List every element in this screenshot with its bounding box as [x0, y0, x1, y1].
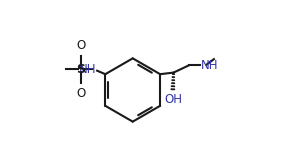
- Text: O: O: [76, 87, 86, 100]
- Text: S: S: [76, 63, 85, 76]
- Text: OH: OH: [164, 93, 182, 106]
- Text: NH: NH: [201, 59, 219, 72]
- Text: NH: NH: [79, 63, 96, 76]
- Text: O: O: [76, 39, 86, 52]
